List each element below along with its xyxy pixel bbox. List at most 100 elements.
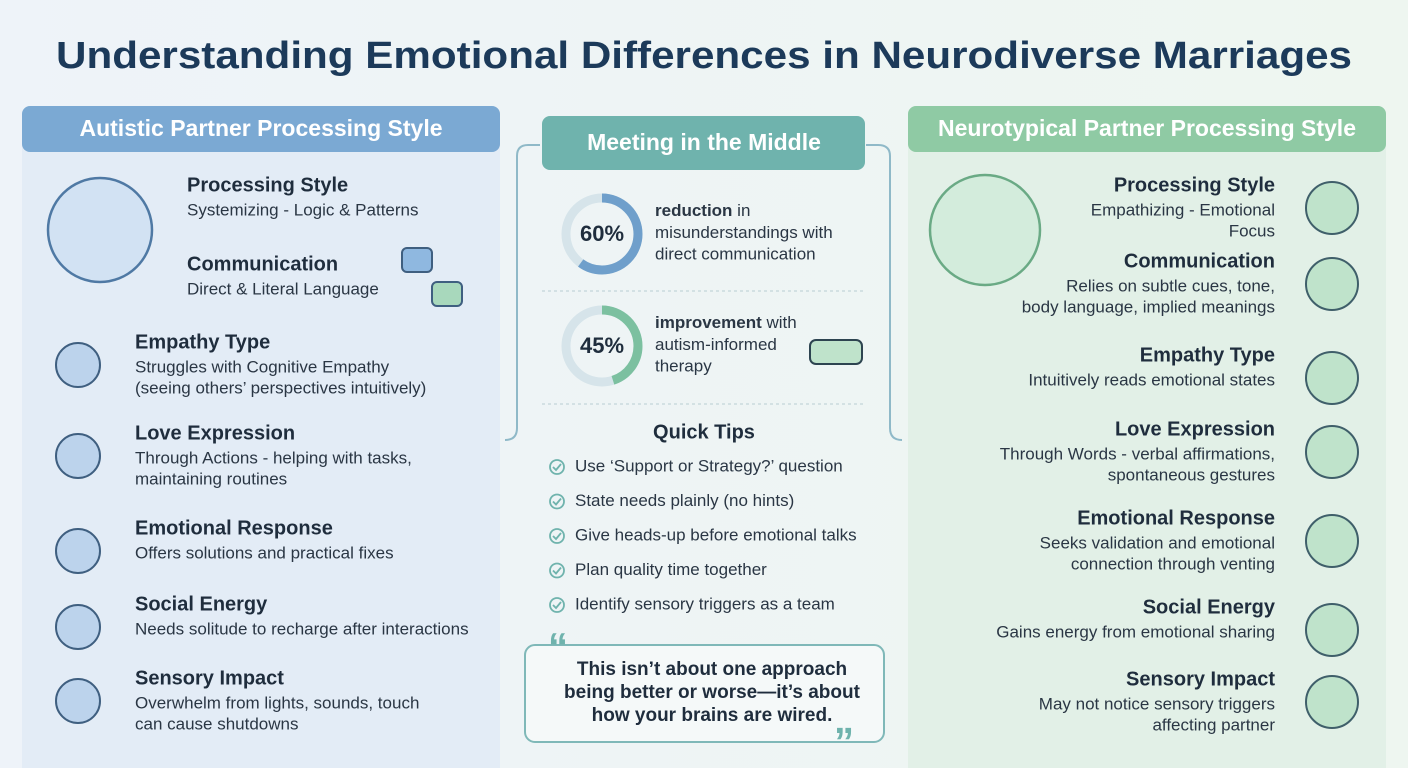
item-desc: May not notice sensory triggers (1039, 694, 1275, 713)
ring-arc (561, 193, 643, 275)
brain-icon (928, 173, 1042, 287)
item-desc: Through Words - verbal affirmations, (1000, 444, 1275, 463)
quote-mark: ” (834, 721, 854, 765)
icon (55, 342, 101, 388)
item-heading: Processing Style (1114, 174, 1275, 196)
ring-label: 60% (580, 221, 624, 246)
item-desc: body language, implied meanings (1022, 297, 1275, 316)
check-mark (552, 497, 562, 506)
icon (1305, 181, 1359, 235)
check-icon (549, 597, 565, 613)
item-desc: can cause shutdowns (135, 714, 299, 733)
item-desc: Seeks validation and emotional (1040, 533, 1275, 552)
check-mark (552, 463, 562, 472)
ring-arc (561, 305, 643, 387)
quote-line: being better or worse—it’s about (564, 682, 861, 703)
check-icon (549, 562, 565, 579)
icon (1305, 257, 1359, 311)
left-panel (22, 106, 500, 773)
icon (1305, 425, 1359, 479)
quote-line: how your brains are wired. (592, 705, 833, 726)
item-desc: Gains energy from emotional sharing (996, 622, 1275, 641)
item-desc: Focus (1229, 221, 1275, 240)
icon (55, 604, 101, 650)
item-heading: Love Expression (1115, 418, 1275, 440)
stat-line: with (762, 313, 797, 332)
item-desc: Direct & Literal Language (187, 279, 379, 298)
item-heading: Empathy Type (135, 331, 270, 353)
item-heading: Empathy Type (1140, 344, 1275, 366)
check-icon (549, 528, 565, 544)
check-mark (552, 532, 562, 541)
left-header: Autistic Partner Processing Style (79, 115, 442, 141)
item-desc: spontaneous gestures (1108, 465, 1275, 484)
item-desc: (seeing others’ perspectives intuitively… (135, 378, 426, 397)
title: Understanding Emotional Differences in N… (56, 35, 1352, 77)
middle-header-bar (542, 116, 865, 170)
chat-icon (401, 247, 433, 273)
item-heading: Emotional Response (135, 517, 333, 539)
stat-text: improvement with (655, 313, 797, 332)
icon (1305, 514, 1359, 568)
quote-mark: “ (548, 626, 568, 670)
item-heading: Love Expression (135, 422, 295, 444)
right-header-bar (908, 106, 1386, 152)
item-heading: Processing Style (187, 174, 348, 196)
quote-line: This isn’t about one approach (577, 659, 847, 680)
brain-icon (46, 176, 154, 284)
stat-text: misunderstandings with (655, 223, 833, 242)
bracket-right (866, 144, 903, 441)
stat-text: autism-informed (655, 335, 777, 354)
icon (1305, 351, 1359, 405)
item-heading: Social Energy (1143, 596, 1276, 618)
item-desc: affecting partner (1152, 715, 1275, 734)
bracket-left (504, 144, 540, 441)
item-desc: Relies on subtle cues, tone, (1066, 276, 1275, 295)
tip: State needs plainly (no hints) (575, 491, 794, 510)
stat-line: in (732, 201, 750, 220)
item-heading: Communication (1124, 250, 1275, 272)
item-desc: Through Actions - helping with tasks, (135, 448, 412, 467)
tip: Plan quality time together (575, 560, 767, 579)
item-heading: Emotional Response (1077, 507, 1275, 529)
icon (1305, 675, 1359, 729)
icon (55, 678, 101, 724)
stat-bold: reduction (655, 201, 732, 220)
therapy-icon (809, 339, 863, 365)
stat-text: direct communication (655, 244, 816, 263)
right-panel (908, 106, 1386, 773)
item-desc: Needs solitude to recharge after interac… (135, 619, 469, 638)
quote-box (524, 644, 885, 743)
icon (1305, 603, 1359, 657)
tip: Give heads-up before emotional talks (575, 525, 857, 544)
item-desc: Intuitively reads emotional states (1028, 370, 1275, 389)
middle-header: Meeting in the Middle (587, 129, 821, 155)
item-desc: Struggles with Cognitive Empathy (135, 357, 390, 376)
item-heading: Sensory Impact (1126, 668, 1275, 690)
item-heading: Communication (187, 253, 338, 275)
icon (55, 528, 101, 574)
check-mark (552, 566, 562, 575)
check-icon (549, 459, 565, 475)
check-mark (552, 601, 562, 610)
item-desc: Offers solutions and practical fixes (135, 543, 394, 562)
tips-heading: Quick Tips (653, 421, 755, 443)
check-icon (549, 493, 565, 510)
item-desc: Systemizing - Logic & Patterns (187, 200, 418, 219)
item-desc: maintaining routines (135, 469, 287, 488)
stat-text: reduction in (655, 201, 750, 220)
item-desc: Overwhelm from lights, sounds, touch (135, 693, 419, 712)
ring-label: 45% (580, 333, 624, 358)
stat-bold: improvement (655, 313, 762, 332)
item-heading: Social Energy (135, 593, 268, 615)
tip: Identify sensory triggers as a team (575, 594, 835, 613)
icon (55, 433, 101, 479)
item-desc: connection through venting (1071, 554, 1275, 573)
left-header-bar (22, 106, 500, 152)
chat-icon (431, 281, 463, 307)
item-heading: Sensory Impact (135, 667, 284, 689)
tip: Use ‘Support or Strategy?’ question (575, 456, 843, 475)
right-header: Neurotypical Partner Processing Style (938, 115, 1356, 141)
item-desc: Empathizing - Emotional (1091, 200, 1275, 219)
